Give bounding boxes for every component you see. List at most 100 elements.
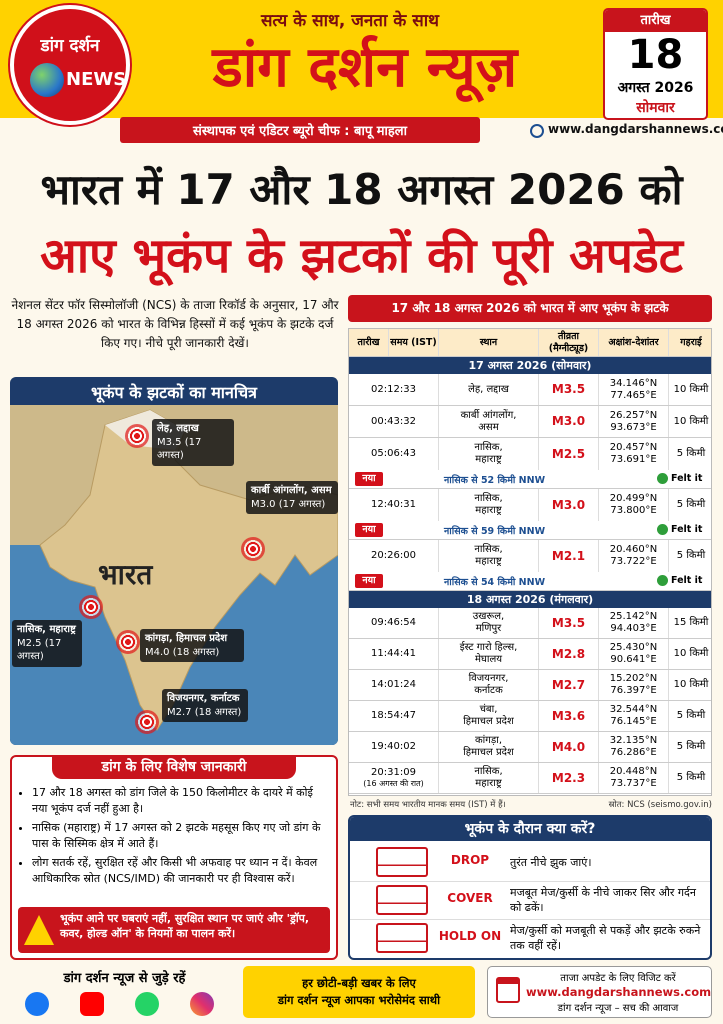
longitude: 76.286°E (610, 747, 657, 758)
magnitude: M2.5 (539, 438, 599, 470)
table-row: 05:06:43 नासिक, महाराष्ट्र M2.5 20.457°N 73.6… (349, 438, 711, 489)
safety-box: भूकंप के दौरान क्या करें? DROP तुरंत नीचे … (348, 815, 712, 960)
place: कार्बी आंगलोंग, (460, 409, 517, 421)
column-header: गहराई (680, 336, 702, 348)
time-cell: 11:44:41 (349, 639, 439, 669)
step-action: DROP (450, 853, 490, 867)
logo-bottom: NEWS (66, 69, 127, 90)
table-title: 17 और 18 अगस्त 2026 को भारत में आए भूकंप… (348, 295, 712, 322)
place: कर्नाटक (474, 685, 503, 696)
place: उखरूल, (472, 611, 505, 622)
time: 18:54:47 (371, 710, 416, 721)
magnitude: M2.1 (539, 540, 599, 572)
safety-title: भूकंप के दौरान क्या करें? (350, 817, 710, 841)
new-tag: नया (355, 523, 383, 537)
website: www.dangdarshannews.com (548, 122, 723, 136)
date-label: तारीख (605, 10, 706, 32)
time-cell: 02:12:33 (349, 374, 439, 405)
place: लेह, लद्दाख (468, 383, 509, 395)
place: मणिपुर (475, 623, 502, 634)
time: 09:46:54 (371, 617, 416, 628)
step-icon (376, 847, 428, 877)
place: महाराष्ट्र (475, 778, 502, 789)
time: 20:26:00 (371, 550, 416, 561)
time: 11:44:41 (371, 648, 416, 659)
place-cell: ईस्ट गारो हिल्स, मेघालय (439, 639, 539, 669)
bullet: लोग सतर्क रहें, सुरक्षित रहें और किसी भी… (32, 855, 328, 887)
longitude: 73.722°E (610, 556, 657, 567)
table: तारीख समय (IST) स्थान तीव्रता (मैग्नीट्यूड)… (348, 328, 712, 796)
pin-detail: M3.5 (17 अगस्त) (157, 436, 202, 462)
longitude: 77.465°E (610, 389, 657, 401)
depth: 5 किमी (676, 741, 706, 752)
special-bullets: 17 और 18 अगस्त को डांग जिले के 150 किलोम… (12, 785, 334, 890)
time: 02:12:33 (371, 383, 416, 395)
table-row: 20:31:09 (16 अगस्त की रात) नासिक, महाराष्ट्… (349, 763, 711, 794)
depth: 5 किमी (676, 499, 706, 510)
coord-cell: 25.430°N 90.641°E (599, 639, 669, 669)
place: कांगड़ा, (474, 735, 503, 746)
social-icon (25, 992, 49, 1016)
logo-globe (30, 63, 64, 97)
time: 14:01:24 (371, 679, 416, 690)
coord-cell: 15.202°N 76.397°E (599, 670, 669, 700)
logo-top: डांग दर्शन (40, 36, 100, 56)
date-weekday: सोमवार (636, 100, 675, 116)
country-label: भारत (98, 558, 153, 591)
place-cell: चंबा, हिमाचल प्रदेश (439, 701, 539, 731)
footer-right-line: ताजा अपडेट के लिए विजिट करें (560, 973, 676, 984)
row-cells: 18:54:47 चंबा, हिमाचल प्रदेश M3.6 32.544°N 76… (349, 701, 711, 731)
longitude: 90.641°E (610, 654, 657, 665)
footer-right-line: www.dangdarshannews.com (526, 985, 712, 999)
place: विजयनगर, (468, 673, 509, 684)
felt-label: Felt it (671, 473, 703, 484)
row-extra: नया नासिक से 52 किमी NNW Felt it (349, 470, 711, 488)
web-icon (530, 124, 544, 138)
calendar-icon (496, 977, 520, 1003)
pin-label: कांगड़ा, हिमाचल प्रदेश M4.0 (18 अगस्त) (140, 629, 244, 662)
row-cells: 02:12:33 लेह, लद्दाख M3.5 34.146°N 77.465°E 1… (349, 374, 711, 405)
pin-detail: M4.0 (18 अगस्त) (145, 646, 220, 658)
footer-right-line: डांग दर्शन न्यूज – सच की आवाज (557, 1003, 679, 1014)
special-box: डांग के लिए विशेष जानकारी 17 और 18 अगस्त … (10, 755, 338, 960)
row-cells: 20:31:09 (16 अगस्त की रात) नासिक, महाराष्ट्… (349, 763, 711, 793)
table-row: 18:54:47 चंबा, हिमाचल प्रदेश M3.6 32.544°N 76… (349, 701, 711, 732)
row-cells: 09:46:54 उखरूल, मणिपुर M3.5 25.142°N 94.403°E… (349, 608, 711, 638)
longitude: 76.145°E (610, 716, 657, 727)
place-cell: उखरूल, मणिपुर (439, 608, 539, 638)
quake-pin (135, 710, 159, 734)
table-row: 20:26:00 नासिक, महाराष्ट्र M2.1 20.460°N 73.7… (349, 540, 711, 591)
date-day: 18 (627, 32, 684, 78)
table-source: स्रोत: NCS (seismo.gov.in) (608, 800, 712, 810)
new-tag: नया (355, 574, 383, 588)
coord-cell: 20.499°N 73.800°E (599, 489, 669, 521)
section-header: 17 अगस्त 2026 (सोमवार) (349, 357, 711, 374)
step-text: मजबूत मेज/कुर्सी के नीचे जाकर सिर और गर्… (510, 886, 696, 914)
row-cells: 11:44:41 ईस्ट गारो हिल्स, मेघालय M2.8 25.430… (349, 639, 711, 669)
location-note: नासिक से 54 किमी NNW (444, 577, 546, 588)
land (39, 409, 338, 731)
column-header: तीव्रता (मैग्नीट्यूड) (539, 329, 599, 356)
footer-middle-line: डांग दर्शन न्यूज आपका भरोसेमंद साथी (277, 993, 441, 1007)
place-cell: नासिक, महाराष्ट्र (439, 489, 539, 521)
felt-icon (657, 473, 668, 484)
new-tag: नया (355, 472, 383, 486)
place: नासिक, (474, 544, 503, 555)
latitude: 15.202°N (609, 673, 658, 684)
step-text: तुरंत नीचे झुक जाएं। (510, 855, 592, 869)
bullet: नासिक (महाराष्ट्र) में 17 अगस्त को 2 झटक… (32, 820, 328, 852)
time-cell: 18:54:47 (349, 701, 439, 731)
latitude: 20.499°N (609, 493, 658, 504)
time-cell: 05:06:43 (349, 438, 439, 470)
longitude: 73.800°E (610, 505, 657, 516)
location-note: नासिक से 59 किमी NNW (444, 526, 546, 537)
step-icon (376, 885, 428, 915)
depth: 5 किमी (676, 710, 706, 721)
table-note: नोट: सभी समय भारतीय मानक समय (IST) में ह… (350, 800, 506, 810)
place: नासिक, (474, 766, 503, 777)
time-cell: 20:31:09 (16 अगस्त की रात) (349, 763, 439, 793)
place: चंबा, (479, 704, 498, 715)
felt-icon (657, 524, 668, 535)
place: महाराष्ट्र (475, 556, 502, 567)
row-extra: नया नासिक से 59 किमी NNW Felt it (349, 521, 711, 539)
